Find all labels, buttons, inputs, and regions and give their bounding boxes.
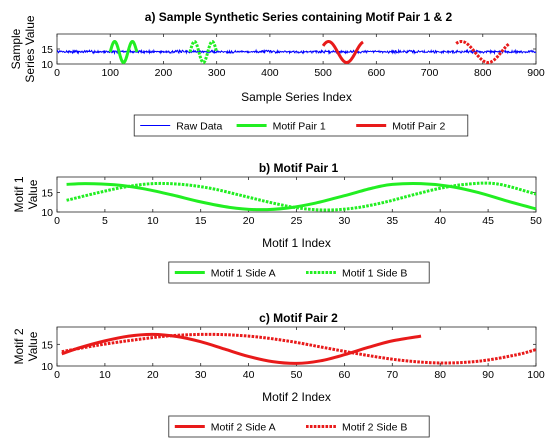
chart-title: c) Motif Pair 2 [259,311,338,325]
y-axis-label: Sample [9,28,23,69]
x-tick-label: 40 [243,369,255,381]
legend-label: Motif 2 Side B [342,422,407,434]
legend: Motif 1 Side A Motif 1 Side B [168,261,430,284]
x-tick-label: 200 [155,67,173,79]
x-tick-label: 15 [195,215,207,227]
panel-2: c) Motif Pair 20 10 20 30 40 50 60 70 80 90 100101… [12,311,545,438]
series-line-2 [188,39,219,65]
x-tick-label: 35 [386,215,398,227]
y-tick-label: 15 [41,339,53,351]
legend-label: Motif 2 Side A [211,422,276,434]
x-tick-label: 400 [261,67,279,79]
y-axis-label: Motif 2 [12,328,26,364]
x-tick-label: 10 [99,369,111,381]
legend-label: Motif Pair 1 [273,121,326,133]
x-tick-label: 50 [291,369,303,381]
y-axis-label: Series Value [23,15,37,82]
x-tick-label: 30 [195,369,207,381]
plot-area [66,181,536,212]
x-tick-label: 800 [474,67,492,79]
series-line-4 [455,39,511,65]
panel-0: a) Sample Synthetic Series containing Mo… [9,10,545,137]
x-tick-label: 0 [54,215,60,227]
x-tick-label: 50 [530,215,542,227]
plot-area [61,332,536,365]
y-tick-label: 10 [41,59,53,71]
legend-box [168,415,430,438]
x-tick-label: 80 [434,369,446,381]
chart-title: b) Motif Pair 1 [259,161,339,175]
series-line-3 [321,39,364,65]
legend: Motif 2 Side A Motif 2 Side B [168,415,430,438]
x-axis-label: Motif 1 Index [262,236,331,250]
x-tick-label: 45 [482,215,494,227]
panel-1: b) Motif Pair 1 0 5 10 15 20 25 30 35 40 45 50 10 15 M… [12,161,542,284]
series-line-1 [66,181,536,212]
x-tick-label: 0 [54,67,60,79]
x-tick-label: 300 [208,67,226,79]
plot-area [57,39,536,65]
axes-box [56,326,537,367]
legend-label: Motif 1 Side A [211,268,276,280]
x-tick-label: 20 [147,369,159,381]
x-tick-label: 600 [368,67,386,79]
legend-label: Motif 1 Side B [342,268,407,280]
y-tick-label: 15 [41,188,53,200]
x-tick-label: 700 [421,67,439,79]
x-tick-label: 70 [386,369,398,381]
x-tick-label: 90 [482,369,494,381]
series-line-0 [66,181,536,212]
y-axis-label: Value [26,331,40,361]
x-tick-label: 40 [434,215,446,227]
x-axis-label: Motif 2 Index [262,390,331,404]
x-tick-label: 20 [243,215,255,227]
x-tick-label: 30 [339,215,351,227]
x-tick-label: 900 [527,67,545,79]
x-axis-label: Sample Series Index [241,90,352,104]
chart-title: a) Sample Synthetic Series containing Mo… [145,10,453,24]
x-tick-label: 500 [314,67,332,79]
series-line-0 [57,48,536,56]
series-line-1 [108,39,139,65]
y-axis-label: Value [26,179,40,209]
x-tick-label: 10 [147,215,159,227]
legend-box [168,261,430,284]
y-tick-label: 10 [41,207,53,219]
x-tick-label: 100 [101,67,119,79]
x-tick-label: 0 [54,369,60,381]
x-tick-label: 5 [102,215,108,227]
y-tick-label: 10 [41,361,53,373]
x-tick-label: 25 [291,215,303,227]
series-line-0 [61,332,422,365]
x-tick-label: 100 [527,369,545,381]
y-axis-label: Motif 1 [12,176,26,212]
y-tick-label: 15 [41,44,53,56]
legend-label: Motif Pair 2 [392,121,445,133]
legend-box [133,114,469,137]
series-line-1 [61,332,536,365]
legend: Raw Data Motif Pair 1 Motif Pair 2 [133,114,469,137]
legend-label: Raw Data [176,121,222,133]
x-tick-label: 60 [339,369,351,381]
